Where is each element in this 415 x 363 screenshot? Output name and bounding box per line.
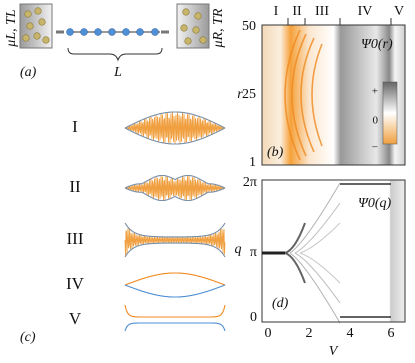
colorbar-tick: 0: [373, 115, 379, 127]
x-tick-label: 2: [306, 326, 313, 341]
x-label: V: [329, 344, 339, 359]
x-tick-label: 6: [388, 326, 395, 341]
panel-label: (c): [20, 330, 36, 345]
panel-b: + 0 − Ψ0(r) (b) r 50 25 1 I II III IV V: [237, 4, 406, 170]
region-dividers: [287, 18, 392, 25]
heatmap: [261, 24, 406, 166]
y-tick-label: 25: [242, 87, 256, 102]
panel-a: μL, TL μR, TR (a) L: [4, 3, 226, 80]
panel-label: (b): [267, 145, 284, 160]
envelope: [124, 111, 226, 129]
regime-label: IV: [358, 4, 373, 19]
y-tick-label: 50: [242, 19, 256, 34]
left-reservoir-label: μL, TL: [4, 9, 19, 48]
x-tick-label: 4: [347, 326, 354, 341]
y-tick-label: 0: [250, 310, 257, 325]
regime-label: I: [72, 117, 78, 136]
chain: [66, 28, 160, 36]
regime-label: III: [315, 4, 329, 19]
particles: [22, 7, 207, 45]
heatmap-features: [262, 182, 391, 324]
panel-label: (d): [272, 296, 289, 311]
right-reservoir-label: μR, TR: [211, 8, 226, 48]
envelope: [124, 272, 226, 286]
waveform: [124, 111, 226, 145]
regime-label: II: [69, 177, 81, 196]
envelope: [124, 322, 226, 332]
y-tick-label: 1: [249, 155, 256, 170]
envelope: [124, 174, 226, 189]
colorbar: [382, 81, 398, 145]
inset-label: Ψ0(q): [358, 196, 392, 211]
envelope: [124, 304, 226, 318]
y-tick-label: 2π: [243, 175, 257, 190]
colorbar-tick: +: [372, 86, 378, 98]
regime-label: V: [69, 309, 82, 328]
colorbar-tick: −: [372, 142, 378, 154]
heatmap-features: [284, 29, 323, 161]
regime-label: I: [274, 4, 279, 19]
heatmap: [261, 179, 406, 323]
inset-label: Ψ0(r): [361, 37, 393, 52]
y-tick-label: π: [250, 245, 257, 260]
regime-label: IV: [66, 274, 85, 293]
envelope: [124, 222, 226, 238]
envelope: [124, 187, 226, 202]
envelope: [124, 284, 226, 298]
panel-d: Ψ0(q) (d) q 2π π 0 0 2 4 6 V: [235, 175, 406, 359]
envelope: [124, 242, 226, 258]
brace: [67, 47, 163, 62]
waveform: [124, 228, 226, 256]
regime-label: V: [394, 4, 404, 19]
regime-label: II: [292, 4, 302, 19]
x-tick-label: 0: [265, 326, 272, 341]
y-label: r: [237, 87, 243, 102]
panel-label: (a): [20, 65, 37, 80]
length-label: L: [113, 65, 122, 80]
regime-label: III: [67, 229, 84, 248]
y-label: q: [235, 242, 242, 257]
envelope: [124, 127, 226, 145]
